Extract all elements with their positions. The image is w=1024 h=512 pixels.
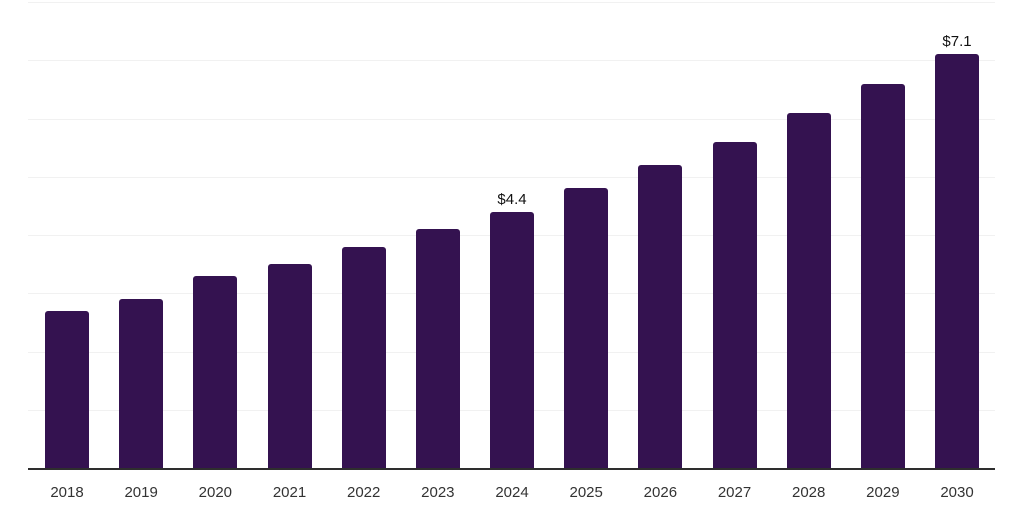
bar-2029: [860, 83, 905, 468]
bar-2025: [564, 188, 609, 468]
bar-2024: [490, 211, 535, 468]
bar-2020: [193, 275, 238, 468]
gridline-y-7: [28, 60, 995, 62]
x-tick-2028: 2028: [792, 484, 826, 501]
x-tick-2021: 2021: [272, 484, 307, 501]
data-label-2024: $4.4: [497, 190, 527, 208]
bar-2026: [638, 165, 683, 468]
gridline-y-6: [28, 118, 995, 120]
x-tick-2026: 2026: [643, 484, 678, 501]
bar-2028: [786, 112, 831, 468]
x-tick-2027: 2027: [717, 484, 752, 501]
x-tick-2020: 2020: [198, 484, 233, 501]
gridline-y-8: [28, 2, 995, 3]
x-tick-2019: 2019: [124, 484, 158, 501]
x-axis-line: [28, 468, 995, 470]
bar-2019: [119, 299, 164, 468]
bar-2021: [267, 264, 312, 468]
x-tick-2025: 2025: [569, 484, 603, 501]
bar-2022: [341, 246, 386, 468]
data-label-2030: $7.1: [942, 33, 972, 51]
x-tick-2023: 2023: [421, 484, 455, 501]
bar-2027: [712, 141, 757, 468]
x-tick-2018: 2018: [50, 484, 84, 501]
x-tick-2022: 2022: [346, 484, 381, 501]
x-tick-2024: 2024: [495, 484, 529, 501]
gridline-y-5: [28, 176, 995, 178]
bar-2018: [45, 310, 89, 468]
x-tick-2030: 2030: [940, 484, 974, 501]
bar-2023: [415, 229, 460, 468]
bar-2030: [935, 54, 980, 468]
x-tick-2029: 2029: [866, 484, 900, 501]
